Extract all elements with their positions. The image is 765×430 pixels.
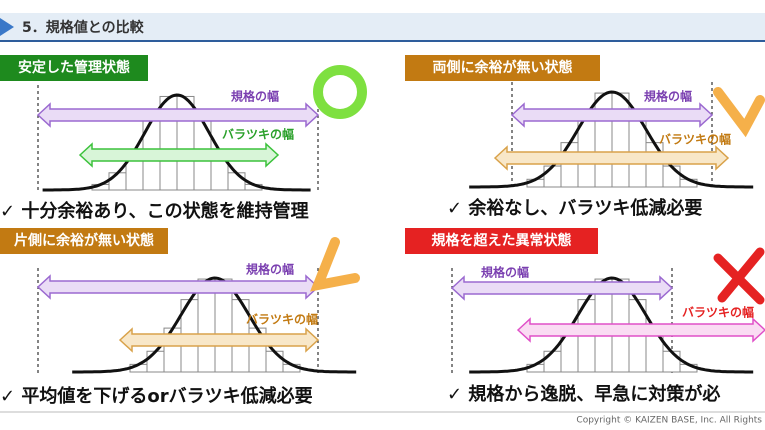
- spec-label: 規格の幅: [246, 262, 294, 277]
- conclusion: ✓ 余裕なし、バラツキ低減必要: [447, 197, 702, 219]
- histogram-bar: [543, 165, 562, 188]
- histogram-bar: [227, 172, 246, 191]
- histogram-bar: [108, 172, 127, 191]
- width-arrow: [516, 317, 765, 343]
- spec-label: 規格の幅: [481, 265, 529, 280]
- conclusion: ✓ 十分余裕あり、この状態を維持管理: [0, 200, 309, 222]
- histogram-bar: [611, 92, 630, 188]
- histogram-bar: [594, 92, 613, 188]
- section-title: 5．規格値との比較: [22, 19, 145, 36]
- normal-curve: [469, 90, 754, 189]
- panel-title: 両側に余裕が無い状態: [433, 59, 573, 76]
- top-strip: [0, 0, 765, 8]
- conclusion: ✓ 規格から逸脱、早急に対策が必: [447, 383, 720, 405]
- variation-label: バラツキの幅: [246, 312, 318, 327]
- variation-label: バラツキの幅: [659, 132, 731, 147]
- histogram-bar: [560, 142, 579, 188]
- spec-label: 規格の幅: [644, 89, 692, 104]
- copyright: Copyright © KAIZEN BASE, Inc. All Rights: [576, 416, 762, 426]
- triangle-mark: [713, 87, 765, 138]
- panel-title: 片側に余裕が無い状態: [14, 232, 154, 249]
- ok-mark: [313, 65, 367, 119]
- normal-curve: [72, 276, 357, 374]
- panel-title-box: [405, 55, 600, 81]
- panel-title: 安定した管理状態: [18, 59, 130, 76]
- conclusion: ✓ 平均値を下げるorバラツキ低減必要: [0, 385, 313, 407]
- width-arrow: [36, 102, 320, 128]
- cross-mark: [713, 247, 765, 305]
- header-bar: [0, 13, 765, 41]
- variation-label: バラツキの幅: [222, 127, 294, 142]
- panel-title: 規格を超えた異常状態: [432, 232, 572, 249]
- normal-curve: [469, 276, 754, 374]
- variation-label: バラツキの幅: [682, 305, 754, 320]
- width-arrow: [450, 275, 674, 301]
- header-marker: [0, 18, 14, 36]
- histogram-bar: [662, 350, 681, 373]
- width-arrow: [510, 102, 714, 128]
- histogram-bar: [645, 142, 664, 188]
- panel-title-box: [0, 228, 168, 254]
- width-arrow: [493, 145, 730, 171]
- histogram-bar: [662, 165, 681, 188]
- width-arrow: [78, 142, 280, 168]
- spec-label: 規格の幅: [231, 89, 279, 104]
- normal-curve: [42, 93, 311, 192]
- width-arrow: [118, 327, 320, 353]
- histogram-bar: [146, 350, 165, 373]
- histogram-bar: [265, 350, 284, 373]
- histogram-bar: [543, 350, 562, 373]
- panel-title-box: [405, 228, 598, 254]
- panel-title-box: [0, 55, 148, 81]
- triangle-mark: [310, 237, 360, 292]
